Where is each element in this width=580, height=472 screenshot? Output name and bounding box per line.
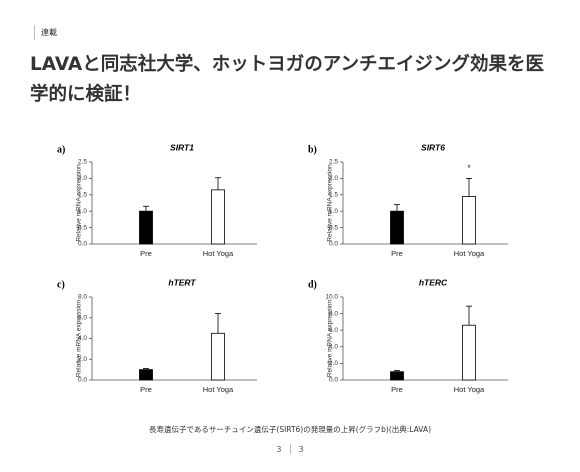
- x-tick-label: Hot Yoga: [203, 249, 234, 258]
- y-axis-label: Relative mRNA expression: [327, 299, 334, 377]
- page-divider: [289, 444, 291, 454]
- y-tick-label: 1.0: [329, 208, 338, 215]
- y-tick-label: 2.5: [329, 159, 338, 166]
- y-tick-label: 2.5: [78, 159, 87, 166]
- panel-label: b): [308, 144, 317, 155]
- x-tick-label: Pre: [391, 249, 403, 258]
- category-tag: 連載: [34, 25, 63, 40]
- panel-label: d): [308, 279, 317, 290]
- x-tick-label: Pre: [140, 385, 152, 394]
- y-tick-label: 2.0: [329, 360, 338, 367]
- page-total: 3: [298, 444, 304, 454]
- chart-title: SIRT6: [421, 142, 445, 152]
- bar: [390, 210, 404, 245]
- y-tick-label: 0.5: [78, 224, 87, 231]
- bar: [139, 210, 153, 245]
- y-tick-label: 2.0: [78, 356, 87, 363]
- panel-label: a): [57, 144, 65, 155]
- y-axis-label: Relative mRNA expression: [76, 164, 83, 242]
- y-tick-label: 1.5: [78, 192, 87, 199]
- bar: [462, 324, 476, 381]
- y-tick-label: 6.0: [78, 314, 87, 321]
- y-tick-label: 6.0: [329, 327, 338, 334]
- x-tick-label: Hot Yoga: [454, 249, 485, 258]
- y-tick-label: 0.0: [78, 241, 87, 248]
- bar: [211, 189, 225, 245]
- y-tick-label: 0.5: [329, 224, 338, 231]
- significance-mark: *: [467, 163, 471, 173]
- bar: [462, 196, 476, 245]
- x-tick-label: Pre: [391, 385, 403, 394]
- bar: [390, 371, 404, 381]
- x-tick-label: Pre: [140, 249, 152, 258]
- y-tick-label: 2.0: [329, 175, 338, 182]
- y-tick-label: 4.0: [329, 344, 338, 351]
- panel-label: c): [57, 279, 65, 290]
- chart-title: hTERT: [168, 277, 196, 287]
- chart-title: SIRT1: [170, 142, 194, 152]
- x-tick-label: Hot Yoga: [203, 385, 234, 394]
- chart-title: hTERC: [419, 277, 448, 287]
- y-axis-label: Relative mRNA expression: [76, 299, 83, 377]
- y-tick-label: 10.0: [325, 294, 338, 301]
- article-title: LAVAと同志社大学、ホットヨガのアンチエイジング効果を医学的に検証！: [30, 54, 544, 105]
- figure-caption: 長寿遺伝子であるサーチュイン遺伝子(SIRT6)の発現量の上昇(グラフb)(出典…: [148, 425, 432, 434]
- y-tick-label: 1.5: [329, 192, 338, 199]
- y-tick-label: 0.0: [329, 241, 338, 248]
- y-tick-label: 1.0: [78, 208, 87, 215]
- y-tick-label: 8.0: [78, 294, 87, 301]
- bar: [139, 369, 153, 381]
- y-axis-label: Relative mRNA expression: [327, 164, 334, 242]
- y-tick-label: 4.0: [78, 335, 87, 342]
- bar: [211, 332, 225, 381]
- y-tick-label: 2.0: [78, 175, 87, 182]
- y-tick-label: 8.0: [329, 310, 338, 317]
- y-tick-label: 0.0: [329, 377, 338, 384]
- page-current: 3: [276, 444, 282, 454]
- y-tick-label: 0.0: [78, 377, 87, 384]
- x-tick-label: Hot Yoga: [454, 385, 485, 394]
